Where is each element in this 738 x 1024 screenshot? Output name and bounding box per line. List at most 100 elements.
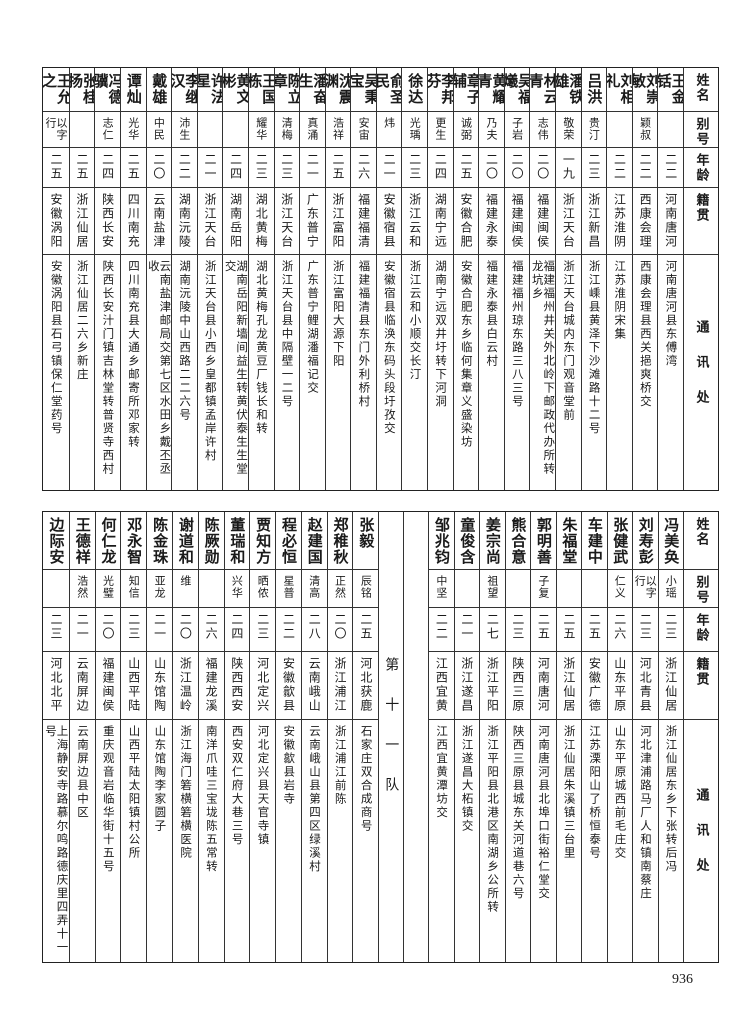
person-row-alias-cell	[223, 112, 248, 148]
person-row-age: 二一	[382, 153, 397, 181]
person-row-age: 二六	[204, 613, 219, 641]
person-row-address: 浙江天台城内东门观音堂前	[562, 260, 577, 422]
person-row-name: 何仁龙	[99, 517, 118, 565]
person-row-alias: 浩祥	[331, 117, 345, 141]
person-row-alias-cell: 亚龙	[147, 570, 172, 608]
person-row-address: 云南盐津邮局交第七区水田乡戴丕丞收	[146, 260, 172, 476]
person-row-address-cell: 湖南宁远双井圩转下河洞	[428, 255, 453, 489]
person-row-address: 陕西三原县城东关河道巷六号	[511, 725, 526, 901]
person-row-place: 河南唐河	[663, 193, 678, 249]
person-row: 刘崇敏 颖叔 二二 西康会理 西康会理县西关挹爽桥交	[631, 68, 658, 490]
person-row-age-cell: 二四	[95, 148, 120, 188]
person-row-age: 二二	[638, 153, 653, 181]
person-row-place-cell: 广东普宁	[300, 188, 325, 255]
person-row: 熊合意 二三 陕西三原 陕西三原县城东关河道巷六号	[504, 512, 531, 962]
person-row-address-cell: 浙江嵊县黄泽下沙滩路十二号	[582, 255, 607, 489]
person-row-alias: 维	[178, 575, 192, 587]
person-row-address-cell: 云南屏边县中区	[70, 720, 95, 961]
person-row-alias-cell: 安宙	[351, 112, 376, 148]
header-column-alias: 别号	[693, 117, 709, 147]
person-row-address: 石家庄双合成商号	[359, 725, 374, 833]
person-row-alias-cell	[607, 112, 632, 148]
person-row-age: 一九	[561, 153, 576, 181]
person-row-name-cell: 冯美奂	[658, 512, 684, 570]
person-row-alias-cell: 更生	[428, 112, 453, 148]
person-row-name-cell: 车建中	[582, 512, 607, 570]
person-row-place: 四川南充	[126, 193, 141, 249]
person-row-name: 朱福堂	[560, 517, 579, 565]
person-row: 陈厥勋 二六 福建龙溪 南洋爪哇三宝垅陈五常转	[197, 512, 224, 962]
person-row-age: 二二	[663, 153, 678, 181]
person-row: 何仁龙 光璧 二〇 福建闽侯 重庆观音岩临华街十五号	[94, 512, 121, 962]
person-row-alias: 子岩	[510, 117, 524, 141]
person-row-age-cell: 二三	[121, 608, 147, 652]
person-row: 张健武 仁义 二六 山东平原 山东平原城西前毛庄交	[606, 512, 633, 962]
person-row-alias: 晒侬	[256, 575, 270, 599]
person-row-place-cell: 河南唐河	[658, 188, 683, 255]
person-row-place-cell: 浙江天台	[556, 188, 581, 255]
person-row-name: 车建中	[585, 517, 604, 565]
person-row-place-cell: 西康会理	[632, 188, 658, 255]
person-row-age: 二〇	[151, 153, 166, 181]
person-row-age-cell: 二六	[198, 608, 224, 652]
header-column-place: 籍贯	[693, 657, 709, 687]
person-row-place-cell: 福建闽侯	[530, 188, 556, 255]
person-row-alias-cell: 浩然	[69, 570, 95, 608]
person-row-name: 张健武	[611, 517, 630, 565]
person-row-name: 郑稚秋	[331, 517, 350, 565]
person-row-address-cell: 河南唐河县北埠口街裕仁堂交	[531, 720, 555, 961]
person-row-name-cell: 贾知方	[250, 512, 276, 570]
person-row-place-cell: 湖北黄梅	[248, 188, 274, 255]
person-row-address-cell: 浙江天台城内东门观音堂前	[556, 255, 581, 489]
person-row-alias: 以字行	[43, 117, 68, 141]
person-row-name-cell: 熊合意	[505, 512, 531, 570]
person-row-age-cell: 二三	[43, 608, 69, 652]
person-row-place-cell: 浙江平阳	[480, 652, 505, 720]
header-column-place-cell: 籍贯	[684, 188, 718, 255]
person-row-address-cell: 安徽宿县临涣东码头段圩孜交	[377, 255, 402, 489]
person-row-place-cell: 山东平原	[607, 652, 633, 720]
person-row-alias: 乃夫	[485, 117, 499, 141]
person-row-age-cell: 二一	[147, 608, 172, 652]
person-row-alias-cell: 颖叔	[632, 112, 658, 148]
person-row-alias-cell	[197, 112, 223, 148]
person-row-age-cell: 二三	[581, 148, 607, 188]
person-row: 邓永智 知信 二三 山西平陆 山西平陆太阳镇村公所	[120, 512, 147, 962]
person-row-place-cell: 福建闽侯	[504, 188, 530, 255]
person-row-address: 浙江遂昌大柘镇交	[460, 725, 475, 833]
person-row-alias: 颖叔	[638, 117, 652, 141]
person-row-age-cell: 二五	[453, 148, 479, 188]
person-row-age: 二一	[75, 613, 90, 641]
person-row-alias: 亚龙	[153, 575, 167, 599]
person-row-place-cell: 河南唐河	[531, 652, 556, 720]
person-row-name-cell: 陈立章	[274, 68, 300, 112]
person-row-address-cell: 浙江遂昌大柘镇交	[455, 720, 479, 961]
person-row-address: 上海静安寺路慕尔鸣路德庆里四弄十一号	[43, 725, 69, 955]
person-row-alias: 光华	[126, 117, 140, 141]
person-row-age: 二二	[177, 153, 192, 181]
header-column-name: 姓名	[693, 73, 709, 103]
person-row: 贾知方 晒侬 二三 河北定兴 河北定兴县天官寺镇	[249, 512, 276, 962]
person-row-address: 浙江天台县小西乡皇都镇孟岸许村	[203, 260, 218, 463]
header-column-name-cell: 姓名	[684, 68, 718, 112]
person-row: 潘奋生 真涌 二一 广东普宁 广东普宁鲤湖潘福记交	[299, 68, 325, 490]
person-row-alias: 清高	[307, 575, 321, 599]
person-row-name: 冯德骥	[95, 73, 120, 105]
header-column-address: 通讯处	[693, 319, 709, 425]
person-row-name: 戴雄	[150, 73, 169, 105]
person-row: 黄耀青 乃夫 二〇 福建永泰 福建永泰县白云村	[478, 68, 504, 490]
person-row-name: 王金铦	[658, 73, 683, 105]
person-row-name: 刘寿彭	[636, 517, 655, 565]
person-row-age: 二一	[459, 613, 474, 641]
person-row-age: 二五	[358, 613, 373, 641]
person-row-alias: 清梅	[280, 117, 294, 141]
person-row-age: 二三	[48, 613, 63, 641]
person-row-place: 浙江新昌	[586, 193, 601, 249]
person-row-place: 福建龙溪	[204, 657, 219, 713]
person-row-address-cell: 湖南沅陵中山西路二二六号	[172, 255, 197, 489]
person-row-name-cell: 邓永智	[121, 512, 147, 570]
person-row-place: 浙江仙居	[561, 657, 576, 713]
header-column-address-cell: 通讯处	[684, 255, 718, 489]
person-row-age-cell: 二五	[353, 608, 379, 652]
person-row-place-cell: 浙江仙居	[556, 652, 582, 720]
